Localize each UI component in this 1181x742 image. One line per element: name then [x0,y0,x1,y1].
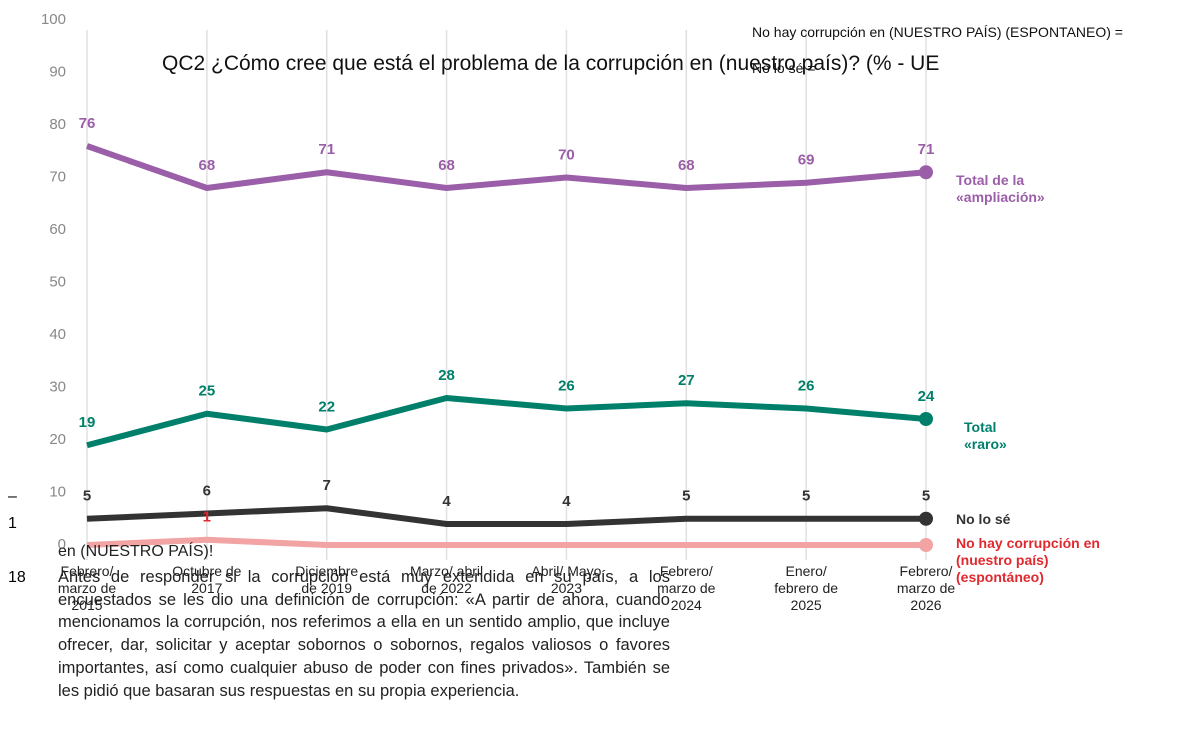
data-label: 19 [79,414,96,431]
series-line [86,505,926,527]
footnote-partial: en (NUESTRO PAÍS)! [58,543,214,560]
footnote-mark: 1 [8,515,17,532]
x-tick-label: Febrero/ marzo de 2026 [896,563,956,613]
y-tick-label: 40 [49,326,66,343]
data-label: 5 [922,488,930,505]
footnote: Antes de responder si la corrupción está… [58,568,670,700]
data-label: 7 [323,477,331,494]
data-label: 76 [79,115,96,132]
end-marker [919,538,933,552]
end-marker [919,165,933,180]
x-tick-label: Octubre de 2017 [172,563,242,596]
x-tick-label: Febrero/ marzo de 2024 [657,563,716,613]
y-tick-label: 10 [49,483,66,500]
data-label: 6 [203,482,211,499]
series-line [86,536,926,548]
x-tick-label: Diciembre de 2019 [295,563,359,596]
x-tick-label: Febrero/ marzo de 2015 [57,563,117,613]
data-label: 70 [558,146,575,163]
y-tick-label: 60 [49,221,66,238]
y-tick-label: 90 [49,63,66,80]
data-label: 69 [798,152,815,169]
note: No hay corrupción en (NUESTRO PAÍS) (ESP… [752,24,1123,40]
x-tick-label: Marzo/ abril de 2022 [409,563,484,596]
legend-label: No hay corrupción en (nuestro país) (esp… [956,535,1100,585]
chart-title: QC2 ¿Cómo cree que está el problema de l… [162,52,940,75]
x-tick-label: Enero/ febrero de 2025 [774,563,839,613]
y-tick-label: 100 [41,11,66,28]
data-label: 26 [558,377,575,394]
data-label: 1 [203,509,211,526]
series-line [86,395,927,449]
data-label: 26 [798,377,815,394]
end-marker [919,412,933,426]
footnote-dash: – [8,488,17,505]
end-marker [919,511,933,526]
y-tick-label: 70 [49,168,66,185]
data-label: 4 [442,493,451,510]
data-label: 22 [318,398,335,415]
y-tick-label: 30 [49,378,66,395]
data-label: 68 [438,157,455,174]
data-label: 28 [438,367,455,384]
data-label: 27 [678,372,695,389]
y-tick-label: 20 [49,431,66,448]
y-tick-label: 0 [58,536,66,553]
footnote-number: 18 [8,569,26,586]
data-label: 5 [682,488,690,505]
y-tick-label: 80 [49,116,66,133]
y-tick-label: 50 [49,273,66,290]
data-label: 71 [918,141,935,158]
x-tick-label: Abril/ Mayo 2023 [531,563,602,596]
data-label: 68 [678,157,695,174]
legend-label: Total de la «ampliación» [956,172,1045,206]
data-label: 24 [918,388,935,405]
legend-label: No lo sé [956,510,1011,527]
data-label: 5 [802,488,810,505]
data-label: 4 [562,493,571,510]
note: No lo sé = [752,60,816,76]
data-label: 25 [199,383,216,400]
legend-label: Total «raro» [964,419,1007,452]
data-label: 71 [318,141,335,158]
data-label: 5 [83,488,91,505]
series-line [86,143,927,191]
data-label: 68 [199,157,216,174]
